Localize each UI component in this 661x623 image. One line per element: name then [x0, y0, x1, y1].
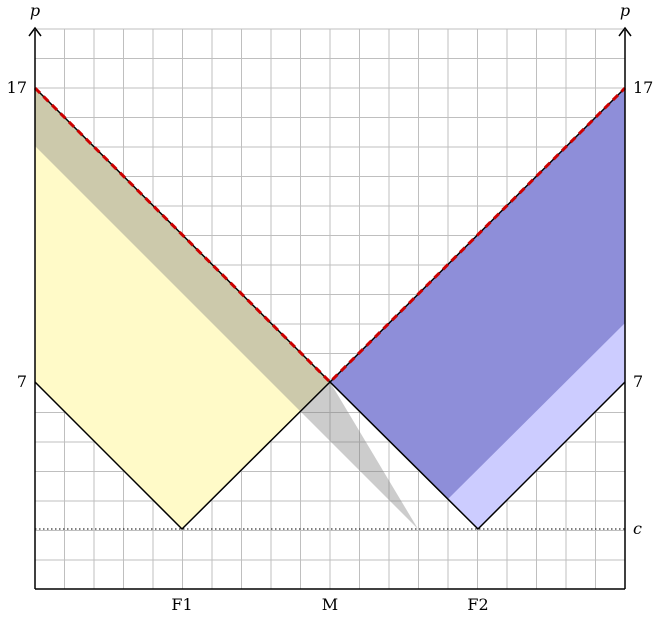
left-axis-label: p [30, 1, 40, 20]
left-tick-7: 7 [17, 372, 27, 391]
x-label-f2: F2 [467, 595, 488, 614]
firm2-price-region [330, 88, 625, 529]
red-dashed-price-line [33, 86, 627, 385]
right-axis-arrow [618, 26, 632, 37]
right-tick-7: 7 [633, 372, 643, 391]
firm2-lower-boundary [329, 381, 626, 531]
x-label-m: M [322, 595, 338, 614]
x-label-f1: F1 [171, 595, 192, 614]
firm1-shifted-region [35, 88, 418, 529]
right-axis-label: p [620, 1, 630, 20]
left-tick-17: 17 [7, 78, 27, 97]
right-tick-17: 17 [633, 78, 653, 97]
firm2-shifted-region [330, 88, 625, 499]
left-axis-arrow [28, 26, 42, 37]
firm1-lower-boundary [34, 381, 331, 531]
cost-label: c [633, 519, 642, 538]
firm1-price-region [35, 88, 330, 529]
